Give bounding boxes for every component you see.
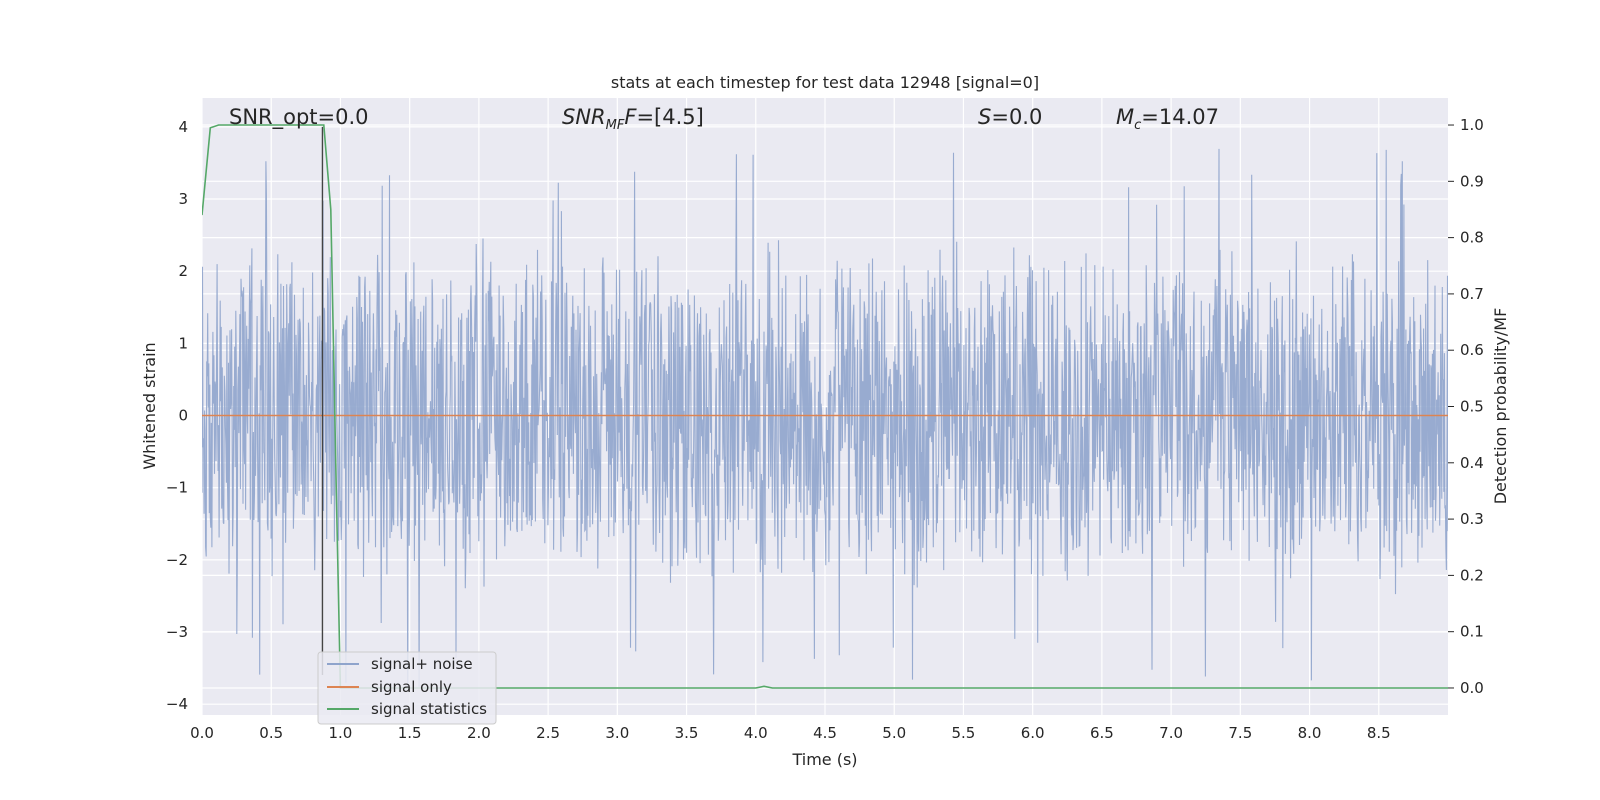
- x-axis-label: Time (s): [791, 750, 857, 769]
- x-tick-label: 1.5: [398, 724, 422, 742]
- y-axis-label: Whitened strain: [140, 342, 159, 469]
- y-tick-label: −3: [166, 623, 188, 641]
- y-right-tick-label: 0.4: [1460, 454, 1484, 472]
- legend-box: [317, 651, 497, 725]
- x-tick-label: 4.0: [744, 724, 768, 742]
- x-tick-label: 4.5: [813, 724, 837, 742]
- y-right-tick-label: 1.0: [1460, 116, 1484, 134]
- annotation-snr-mf-sub: MF: [606, 118, 625, 133]
- annotation-snr-mf-f: F: [624, 105, 637, 129]
- y-right-tick-label: 0.3: [1460, 510, 1484, 528]
- x-axis-ticks: 0.0 0.5 1.0 1.5 2.0 2.5 3.0 3.5 4.0 4.5 5.0 5.5 6.0 6…: [190, 724, 1391, 742]
- y-right-tick-label: 0.1: [1460, 623, 1484, 641]
- x-tick-label: 7.5: [1228, 724, 1252, 742]
- annotation-mc-rest: =14.07: [1141, 105, 1219, 129]
- y-right-tick-label: 0.5: [1460, 398, 1484, 416]
- y-right-tick-label: 0.8: [1460, 229, 1484, 247]
- chart-title: stats at each timestep for test data 129…: [611, 73, 1039, 92]
- x-tick-label: 5.5: [952, 724, 976, 742]
- x-tick-label: 0.5: [259, 724, 283, 742]
- y-tick-label: −2: [166, 551, 188, 569]
- y-tick-label: 4: [178, 118, 188, 136]
- y-right-tick-label: 0.9: [1460, 172, 1484, 190]
- y-right-tick-label: 0.7: [1460, 285, 1484, 303]
- legend-label-signal-statistics: signal statistics: [371, 700, 487, 718]
- x-tick-label: 2.0: [467, 724, 491, 742]
- y-axis-right-ticks: 1.0 0.9 0.8 0.7 0.6 0.5 0.4 0.3 0.2 0.1 0.0: [1448, 116, 1484, 697]
- y-right-tick-label: 0.0: [1460, 679, 1484, 697]
- annotation-snr-mf-main: SNR: [562, 105, 606, 129]
- annotation-snr-mf-rest: =[4.5]: [636, 105, 703, 129]
- x-tick-label: 1.0: [329, 724, 353, 742]
- y-tick-label: 0: [178, 407, 188, 425]
- annotation-mc: Mc=14.07: [1116, 105, 1219, 133]
- signal-noise-line: [202, 148, 1448, 688]
- annotation-s-rest: =0.0: [991, 105, 1042, 129]
- legend-label-signal-noise: signal+ noise: [371, 655, 473, 673]
- y-axis-ticks: 4 3 2 1 0 −1 −2 −3 −4: [166, 118, 188, 713]
- y-tick-label: 1: [178, 334, 188, 352]
- y-tick-label: −1: [166, 479, 188, 497]
- x-tick-label: 7.0: [1159, 724, 1183, 742]
- x-tick-label: 3.0: [605, 724, 629, 742]
- y-axis-right-label: Detection probability/MF: [1491, 308, 1510, 505]
- y-tick-label: −4: [166, 695, 188, 713]
- x-tick-label: 6.5: [1090, 724, 1114, 742]
- legend-label-signal-only: signal only: [371, 678, 452, 696]
- series-signal-noise: [202, 148, 1448, 688]
- y-right-tick-label: 0.6: [1460, 341, 1484, 359]
- grid: [201, 98, 1448, 715]
- annotation-mc-main: M: [1116, 105, 1134, 129]
- y-right-tick-label: 0.2: [1460, 566, 1484, 584]
- annotation-snr-mf: SNRMFF=[4.5]: [562, 105, 704, 133]
- annotation-snr-opt: SNR_opt=0.0: [229, 105, 369, 130]
- y-tick-label: 2: [178, 262, 188, 280]
- x-tick-label: 5.0: [882, 724, 906, 742]
- x-tick-label: 6.0: [1021, 724, 1045, 742]
- x-tick-label: 3.5: [675, 724, 699, 742]
- x-tick-label: 2.5: [536, 724, 560, 742]
- x-tick-label: 8.0: [1298, 724, 1322, 742]
- y-tick-label: 3: [178, 190, 188, 208]
- annotation-mc-sub: c: [1134, 118, 1141, 133]
- annotation-s: S=0.0: [978, 105, 1042, 129]
- x-tick-label: 8.5: [1367, 724, 1391, 742]
- legend: signal+ noise signal only signal statist…: [317, 651, 497, 725]
- annotation-s-main: S: [978, 105, 991, 129]
- x-tick-label: 0.0: [190, 724, 214, 742]
